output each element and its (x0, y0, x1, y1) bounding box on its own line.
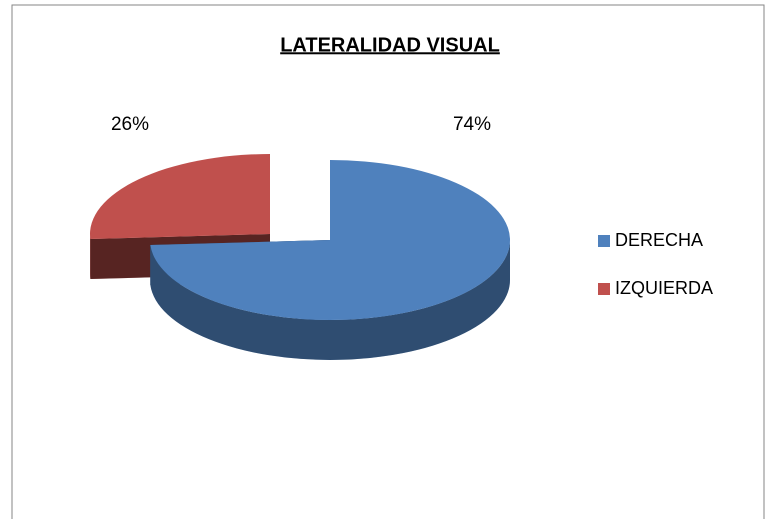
data-label: 26% (111, 114, 149, 135)
chart-title: LATERALIDAD VISUAL (280, 34, 500, 56)
slice (150, 160, 511, 320)
slice (90, 154, 270, 240)
slice-side (150, 240, 511, 360)
legend-swatch (598, 235, 610, 247)
data-label: 74% (453, 114, 491, 135)
legend-swatch (598, 283, 610, 295)
legend-label: IZQUIERDA (615, 278, 713, 298)
chart-border (11, 4, 765, 519)
slice-shade (150, 240, 511, 360)
legend-label: DERECHA (615, 230, 703, 250)
